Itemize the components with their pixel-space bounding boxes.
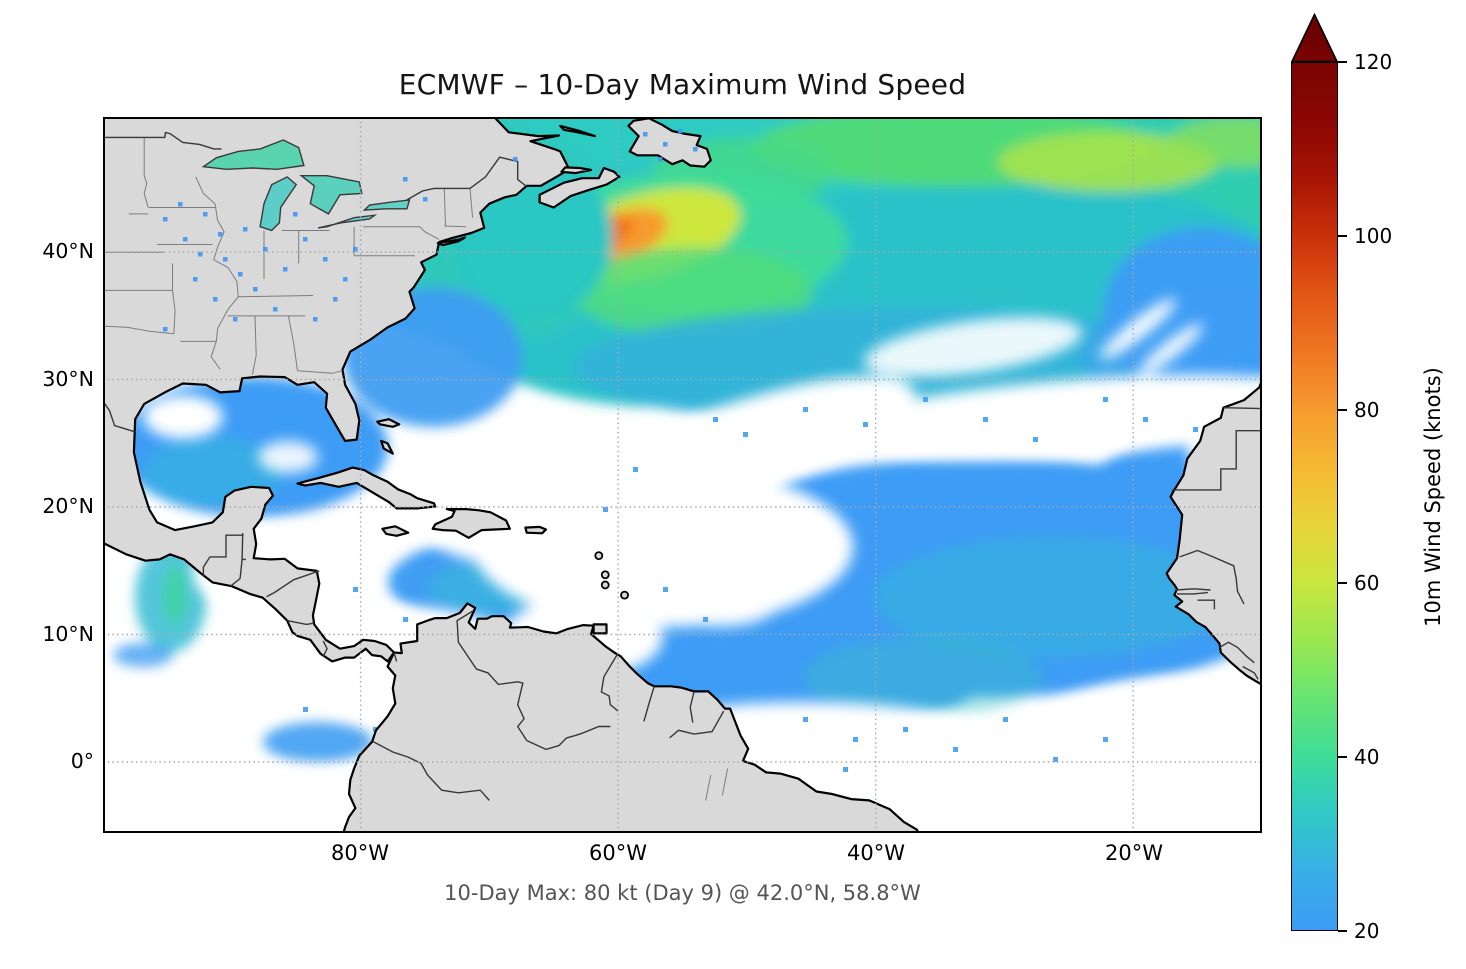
landmass: [592, 623, 608, 635]
colorbar-gradient: [1291, 62, 1338, 931]
colorbar-tick-label-40: 40: [1354, 745, 1380, 769]
landmass: [381, 525, 410, 537]
x-tick-label-60w: 60°W: [589, 841, 647, 865]
landmass: [376, 418, 401, 428]
landmass: [524, 525, 548, 535]
x-tick-label-80w: 80°W: [331, 841, 389, 865]
y-tick-label-0: 0°: [70, 749, 94, 773]
landmass: [296, 466, 437, 510]
landmass: [538, 166, 621, 209]
landmass: [627, 117, 712, 168]
graticule: [103, 117, 1262, 833]
colorbar-axis-label: 10m Wind Speed (knots): [1421, 367, 1445, 627]
landmass: [559, 124, 596, 138]
plot-title: ECMWF – 10-Day Maximum Wind Speed: [398, 68, 967, 101]
great-lakes: [201, 139, 411, 232]
landmass: [431, 508, 511, 539]
landmass: [560, 166, 593, 175]
colorbar-max-arrow-icon: [1291, 13, 1338, 62]
wind-map-svg: [103, 117, 1262, 833]
y-tick-label-40n: 40°N: [42, 239, 94, 263]
landmass: [380, 439, 394, 455]
x-tick-label-20w: 20°W: [1105, 841, 1163, 865]
y-tick-label-10n: 10°N: [42, 622, 94, 646]
pixel-speckles-ocean: [303, 397, 1198, 772]
colorbar-tick: [1338, 61, 1347, 63]
max-annotation: 10-Day Max: 80 kt (Day 9) @ 42.0°N, 58.8…: [444, 881, 921, 905]
y-tick-label-20n: 20°N: [42, 494, 94, 518]
landmass: [103, 117, 571, 663]
colorbar-tick: [1338, 930, 1347, 932]
y-tick-label-30n: 30°N: [42, 367, 94, 391]
axes-frame: [103, 117, 1262, 833]
colorbar-tick-label-120: 120: [1354, 50, 1393, 74]
colorbar-tick: [1338, 756, 1347, 758]
country-borders: [103, 131, 1262, 801]
colorbar-tick-label-100: 100: [1354, 224, 1393, 248]
colorbar-tick-label-60: 60: [1354, 571, 1380, 595]
map-canvas: [103, 117, 1262, 833]
colorbar-tick: [1338, 582, 1347, 584]
landmass: [1165, 376, 1262, 687]
x-tick-label-40w: 40°W: [847, 841, 905, 865]
pixel-speckles-land: [163, 129, 698, 332]
colorbar-tick-label-80: 80: [1354, 398, 1380, 422]
colorbar-tick: [1338, 235, 1347, 237]
landmass: [436, 236, 466, 247]
colorbar-tick: [1338, 409, 1347, 411]
colorbar-tick-label-20: 20: [1354, 919, 1380, 943]
